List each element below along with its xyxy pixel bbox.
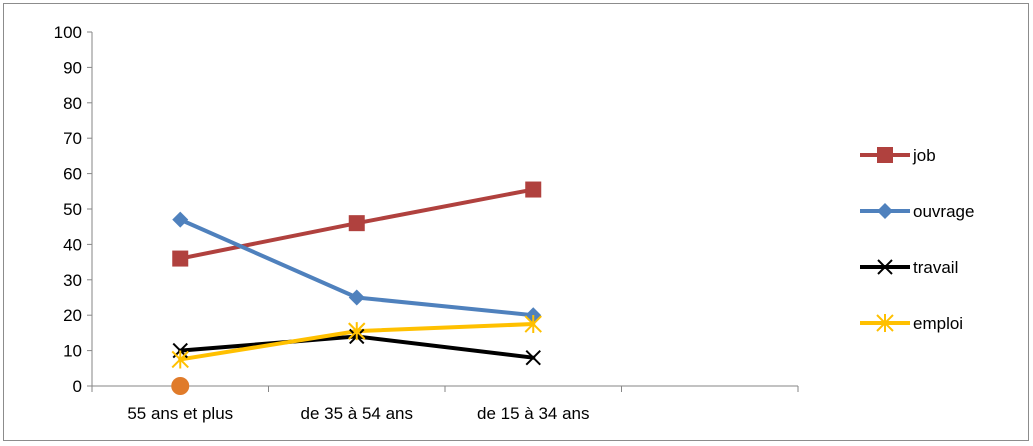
- data-point-emploi: [171, 350, 189, 369]
- data-point-job: [525, 181, 542, 198]
- legend-marker-travail: [877, 259, 893, 275]
- data-point-ouvrage: [348, 289, 365, 306]
- legend-marker-emploi: [876, 314, 894, 332]
- data-point-ouvrage: [172, 211, 189, 228]
- legend-marker-job: [877, 147, 893, 163]
- legend-label-job: job: [912, 146, 936, 165]
- data-point-emploi: [524, 315, 542, 334]
- y-tick-label: 70: [63, 129, 82, 148]
- data-point-job: [172, 250, 189, 267]
- y-tick-label: 80: [63, 94, 82, 113]
- y-tick-label: 0: [73, 377, 82, 396]
- legend-marker-ouvrage: [877, 203, 893, 219]
- data-point-extra: [171, 377, 190, 395]
- x-tick-label: de 15 à 34 ans: [477, 404, 589, 423]
- data-point-travail: [525, 349, 541, 366]
- chart-frame: [3, 3, 1029, 441]
- y-tick-label: 50: [63, 200, 82, 219]
- legend: job ouvrage travail emploi: [860, 146, 974, 333]
- y-tick-label: 40: [63, 235, 82, 254]
- x-tick-label: 55 ans et plus: [127, 404, 233, 423]
- x-tick-label: de 35 à 54 ans: [301, 404, 413, 423]
- legend-label-ouvrage: ouvrage: [913, 202, 974, 221]
- series-markers: [171, 181, 542, 395]
- legend-label-emploi: emploi: [913, 314, 963, 333]
- y-tick-label: 90: [63, 58, 82, 77]
- y-tick-label: 10: [63, 342, 82, 361]
- data-point-emploi: [348, 322, 366, 341]
- y-tick-label: 30: [63, 271, 82, 290]
- legend-label-travail: travail: [913, 258, 958, 277]
- y-tick-label: 100: [54, 23, 82, 42]
- y-tick-label: 20: [63, 306, 82, 325]
- axes: 0 10 20 30 40 50 60 70 80 90 100 55 ans et plus de 3…: [54, 23, 799, 423]
- data-point-job: [348, 215, 365, 232]
- y-tick-label: 60: [63, 165, 82, 184]
